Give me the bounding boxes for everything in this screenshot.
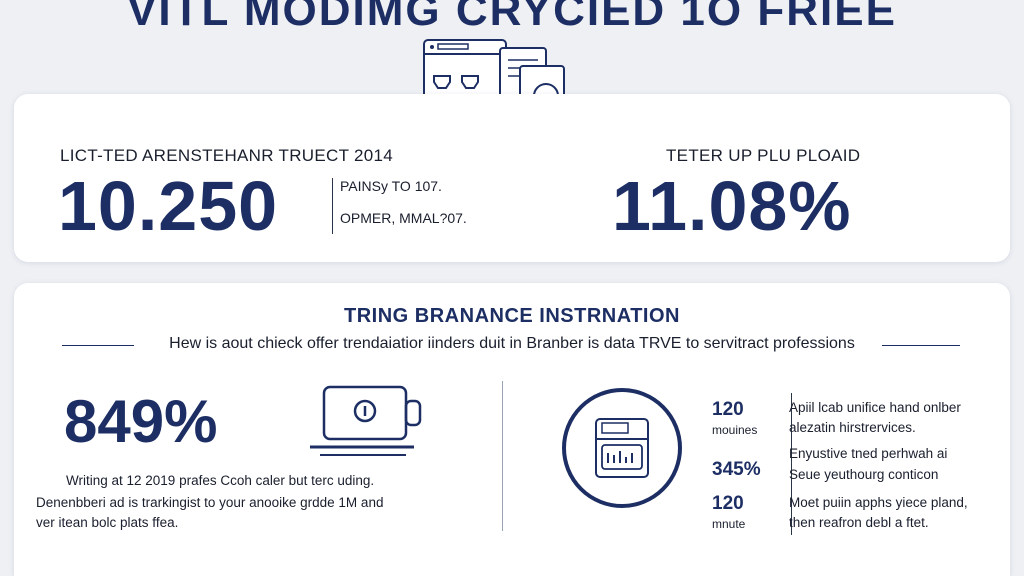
details-card: TRING BRANANCE INSTRNATION Hew is aout c… xyxy=(14,283,1010,576)
section-subtitle: Hew is aout chieck offer trendaiatior ii… xyxy=(169,335,855,352)
section-title: TRING BRANANCE INSTRNATION xyxy=(344,305,680,327)
left-metric-note-2: OPMER, MMAL?07. xyxy=(340,210,467,226)
metric-divider xyxy=(332,178,333,234)
stat-description-line-6: then reafron debl a ftet. xyxy=(789,515,929,530)
page-title: VITL MODIMG CRYCIED 1O FRIEE xyxy=(127,0,897,35)
subtitle-rule-right xyxy=(882,345,960,346)
percent-paragraph-line-2: Denenbberi ad is trarkingist to your ano… xyxy=(36,495,384,510)
right-metric-label: TETER UP PLU PLOAID xyxy=(666,146,861,165)
stat-description-line-5: Moet puiin apphs yiece pland, xyxy=(789,495,968,510)
percent-paragraph-line-1: Writing at 12 2019 prafes Ccoh caler but… xyxy=(66,473,375,488)
percent-value: 849% xyxy=(64,388,218,455)
stat-3-unit: mnute xyxy=(712,517,746,531)
laptop-icon xyxy=(310,385,422,456)
stat-description-line-2: alezatin hirstrervices. xyxy=(789,420,916,435)
right-metric-value: 11.08% xyxy=(612,167,852,245)
stat-2-value: 345% xyxy=(712,459,761,480)
left-metric-label: LICT-TED ARENSTEHANR TRUECT 2014 xyxy=(60,146,393,165)
stats-divider xyxy=(791,393,792,535)
subtitle-rule-left xyxy=(62,345,134,346)
left-metric-value: 10.250 xyxy=(58,167,279,245)
stat-description-line-1: Apiil lcab unifice hand onlber xyxy=(789,400,961,415)
stat-1-value: 120 xyxy=(712,399,744,420)
stat-3-value: 120 xyxy=(712,493,744,514)
cabinet-circle-icon xyxy=(562,388,682,508)
stat-1-unit: mouines xyxy=(712,423,758,437)
stat-description-line-3: Enyustive tned perhwah ai xyxy=(789,446,948,461)
percent-paragraph-line-3: ver itean bolc plats ffea. xyxy=(36,515,179,530)
stat-description-line-4: Seue yeuthourg conticon xyxy=(789,467,939,482)
column-divider xyxy=(502,381,503,531)
summary-card: LICT-TED ARENSTEHANR TRUECT 2014 10.250 … xyxy=(14,94,1010,262)
left-metric-note-1: PAINSy TO 107. xyxy=(340,178,442,194)
